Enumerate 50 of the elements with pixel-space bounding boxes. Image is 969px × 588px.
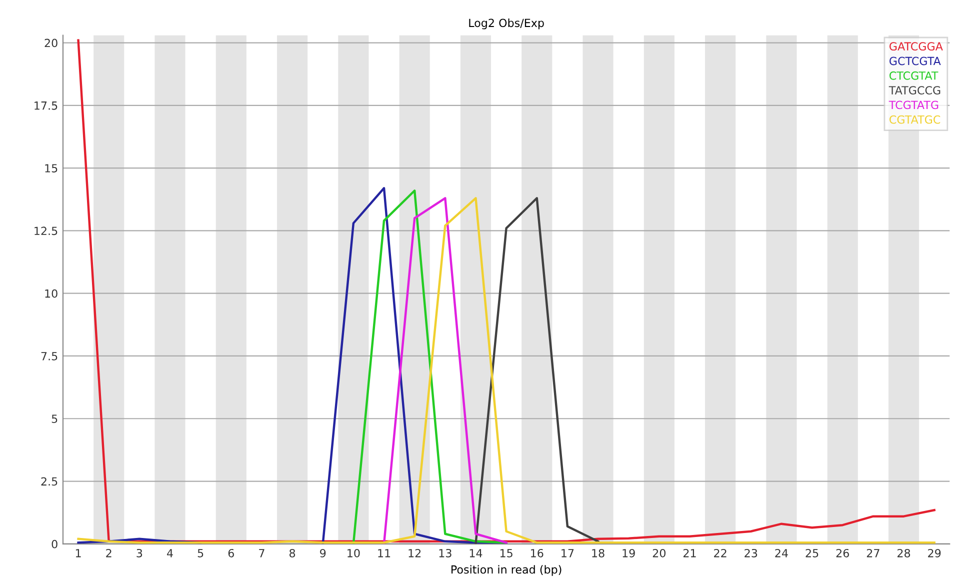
line-series xyxy=(382,197,508,544)
x-tick-label: 26 xyxy=(836,548,849,558)
x-tick-label: 3 xyxy=(136,548,142,558)
x-tick-label: 9 xyxy=(320,548,326,558)
x-tick-label: 10 xyxy=(348,548,360,558)
x-tick-label: 16 xyxy=(531,548,544,558)
chart-title: Log2 Obs/Exp xyxy=(469,18,544,30)
x-tick-label: 5 xyxy=(198,549,204,558)
x-tick-label: 11 xyxy=(378,549,390,558)
x-tick-label: 27 xyxy=(866,548,880,558)
x-tick-label: 21 xyxy=(683,548,696,558)
x-tick-label: 17 xyxy=(562,549,574,558)
y-tick-label: 15 xyxy=(45,164,58,172)
y-tick-label: 5 xyxy=(52,414,58,424)
line-series xyxy=(77,197,936,544)
x-axis-title: Position in read (bp) xyxy=(452,565,562,576)
x-tick-label: 7 xyxy=(259,549,264,558)
line-series xyxy=(352,190,508,544)
y-tick-label: 17.5 xyxy=(34,102,58,110)
x-tick-label: 8 xyxy=(290,548,296,558)
x-tick-label: 1 xyxy=(76,549,81,558)
x-tick-label: 6 xyxy=(228,548,234,558)
text: GATCGGA xyxy=(890,42,943,51)
text: CGTATGC xyxy=(890,115,940,124)
x-tick-label: 23 xyxy=(744,548,758,558)
y-tick-label: 2.5 xyxy=(41,477,58,486)
text: GCTCGTA xyxy=(890,56,941,66)
x-tick-label: 15 xyxy=(500,549,512,558)
x-tick-label: 13 xyxy=(439,548,452,558)
x-tick-label: 19 xyxy=(622,548,635,558)
y-tick-label: 7.5 xyxy=(41,352,58,360)
x-tick-label: 28 xyxy=(898,548,910,558)
text: TCGTATG xyxy=(888,100,938,110)
text: TATGCCG xyxy=(888,86,940,94)
x-tick-label: 22 xyxy=(714,548,726,558)
line-series xyxy=(474,197,600,544)
x-tick-label: 20 xyxy=(652,548,666,558)
x-tick-label: 25 xyxy=(806,548,818,558)
x-tick-label: 12 xyxy=(408,548,421,558)
x-tick-label: 24 xyxy=(775,548,788,558)
text: CTCGTAT xyxy=(890,71,938,80)
x-tick-label: 4 xyxy=(167,549,173,558)
y-tick-label: 10 xyxy=(45,289,58,298)
x-tick-label: 2 xyxy=(106,548,112,558)
y-tick-label: 20 xyxy=(44,38,58,48)
x-tick-label: 29 xyxy=(928,548,941,558)
y-tick-label: 0 xyxy=(52,540,58,548)
x-tick-label: 18 xyxy=(592,548,604,558)
y-tick-label: 12.5 xyxy=(34,226,58,236)
x-tick-label: 14 xyxy=(470,549,482,558)
